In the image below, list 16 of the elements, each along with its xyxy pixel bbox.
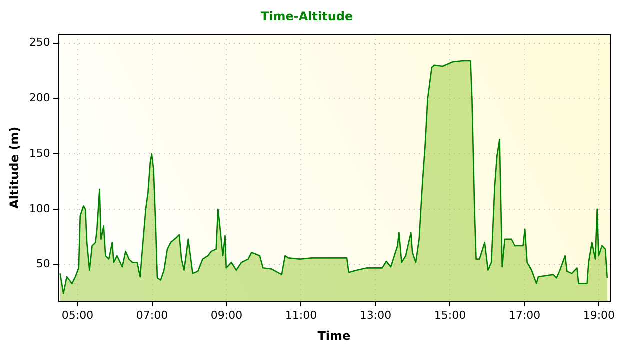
x-tick-label: 19:00: [583, 308, 616, 322]
x-tick-label: 11:00: [285, 308, 318, 322]
x-tick-label: 15:00: [434, 308, 466, 322]
x-tick-label: 17:00: [508, 308, 541, 322]
y-tick-label: 200: [29, 92, 50, 105]
x-axis-title: Time: [318, 328, 351, 343]
y-tick-label: 250: [29, 36, 50, 50]
y-tick-label: 100: [29, 202, 50, 216]
x-tick-label: 07:00: [136, 308, 168, 322]
x-tick-label: 05:00: [62, 308, 94, 322]
chart-title: Time-Altitude: [260, 9, 354, 24]
y-tick-label: 50: [36, 258, 50, 271]
x-tick-label: 09:00: [210, 308, 243, 322]
y-axis-title: Altitude (m): [7, 126, 22, 209]
y-tick-label: 150: [29, 146, 50, 160]
x-tick-label: 13:00: [360, 308, 392, 322]
